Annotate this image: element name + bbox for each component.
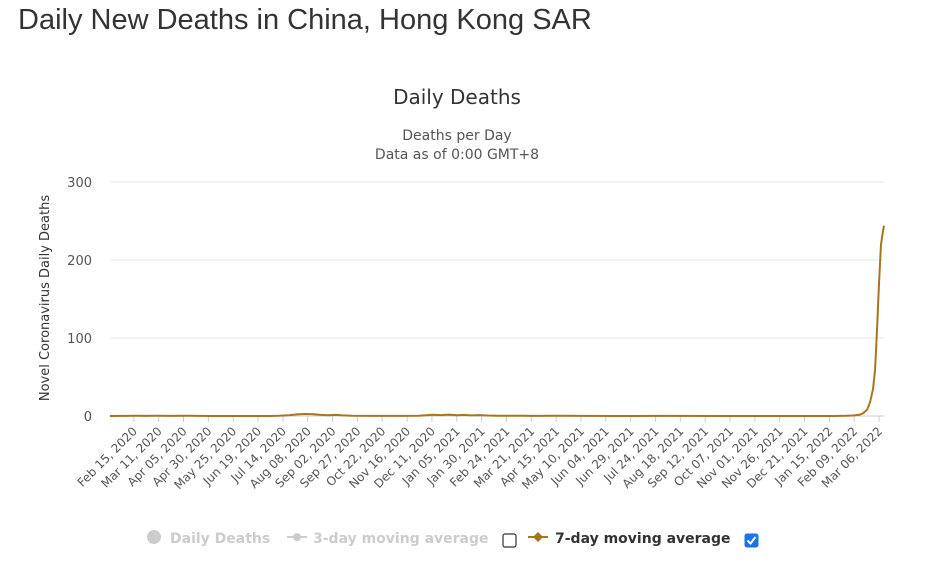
- checkbox-box: [744, 533, 759, 548]
- y-axis-label: Novel Coronavirus Daily Deaths: [38, 195, 53, 401]
- chart-subtitle-line-2: Data as of 0:00 GMT+8: [375, 147, 539, 163]
- 3day-average-marker-icon: [293, 533, 301, 541]
- 7day-average-checkbox[interactable]: [744, 533, 759, 548]
- series-line-7day-average: [109, 225, 885, 417]
- y-tick-label: 200: [67, 254, 92, 269]
- legend-label-7day-average: 7-day moving average: [555, 531, 731, 547]
- y-axis-ticks: 0 100 200 300: [67, 176, 92, 425]
- series-area: [109, 225, 885, 417]
- 3day-average-checkbox[interactable]: [502, 533, 517, 548]
- y-tick-label: 100: [67, 332, 92, 347]
- y-tick-label: 0: [84, 410, 92, 425]
- y-tick-label: 300: [67, 176, 92, 191]
- daily-deaths-marker-icon: [147, 530, 161, 544]
- chart-title: Daily Deaths: [393, 85, 521, 109]
- legend-label-daily-deaths: Daily Deaths: [170, 531, 270, 547]
- legend-item-7day-average[interactable]: 7-day moving average: [528, 531, 731, 547]
- grid-lines: [110, 181, 884, 417]
- legend-item-daily-deaths[interactable]: Daily Deaths: [147, 530, 270, 547]
- legend: Daily Deaths 3-day moving average 7-day …: [147, 530, 759, 548]
- chart-subtitle-line-1: Deaths per Day: [402, 128, 511, 144]
- legend-item-3day-average[interactable]: 3-day moving average: [287, 531, 489, 547]
- check-icon: [746, 536, 757, 546]
- 7day-average-diamond-icon: [533, 532, 543, 542]
- legend-label-3day-average: 3-day moving average: [313, 531, 489, 547]
- page-title: Daily New Deaths in China, Hong Kong SAR: [18, 4, 592, 36]
